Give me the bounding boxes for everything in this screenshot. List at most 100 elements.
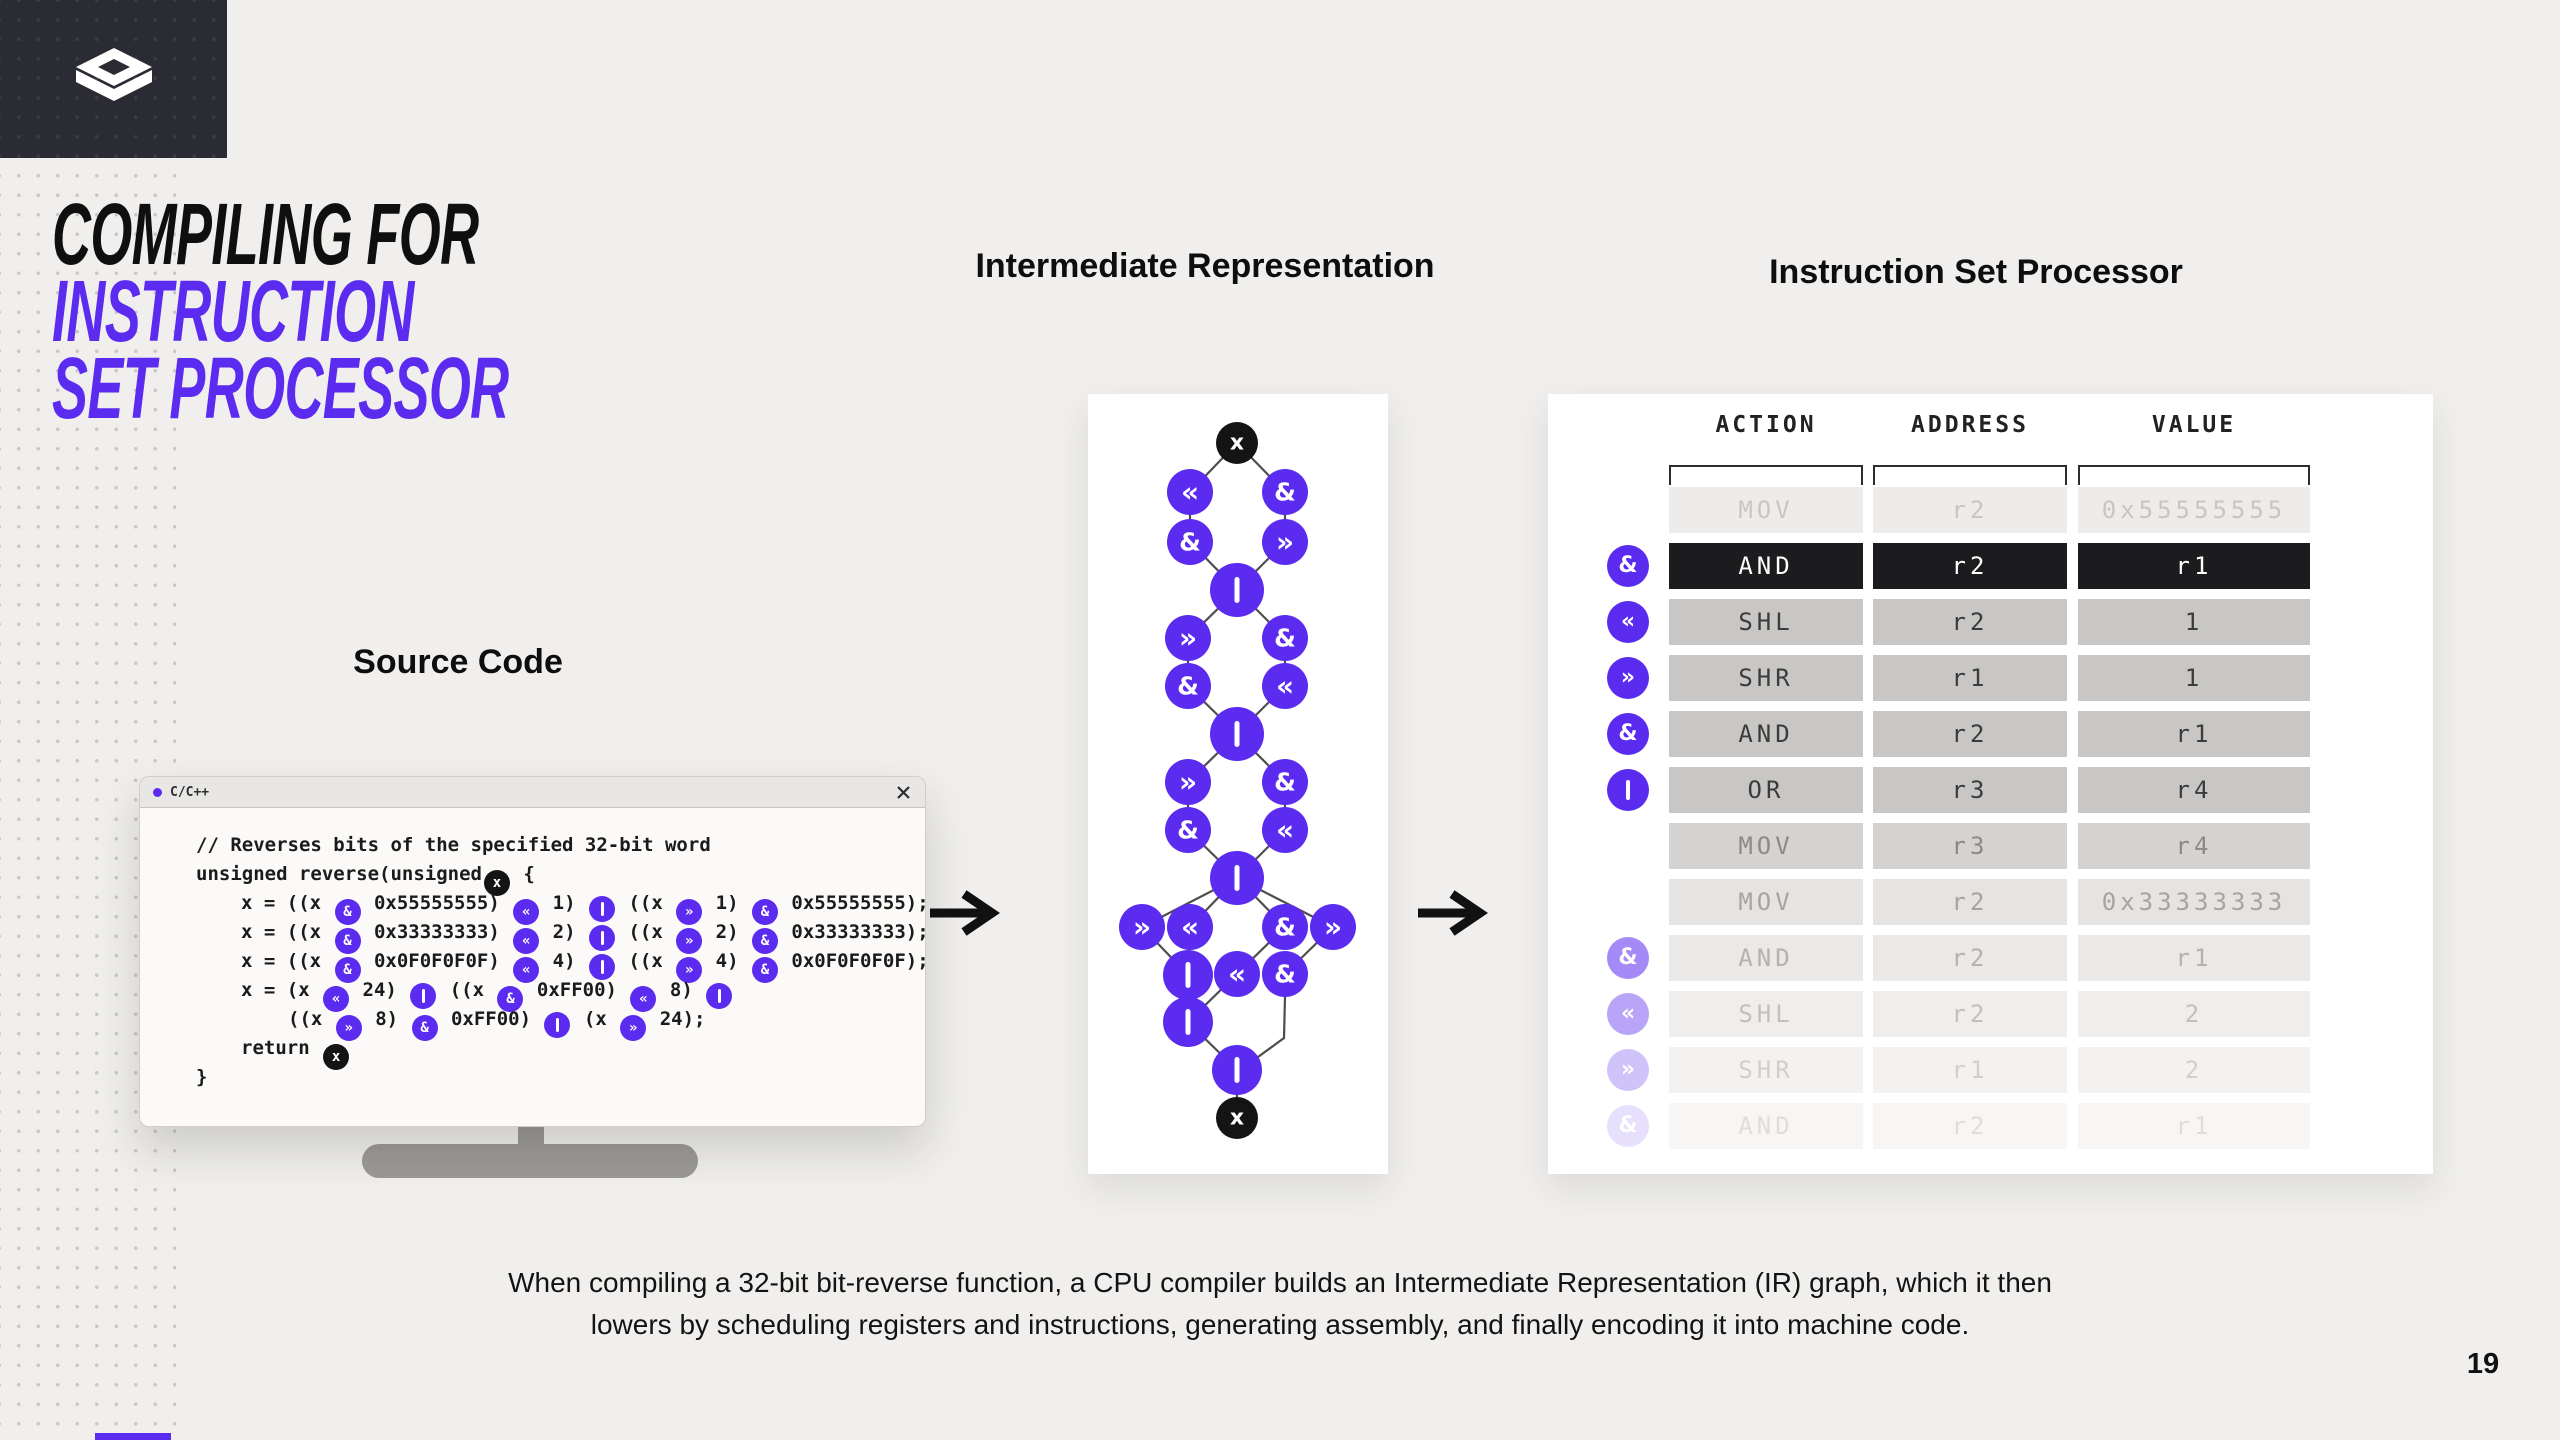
window-titlebar: C/C++ <box>140 777 925 808</box>
graph-node-label <box>1234 1057 1240 1083</box>
action-cell: OR <box>1669 767 1863 813</box>
value-cell: r1 <box>2078 935 2310 981</box>
graph-node-label: & <box>1274 478 1296 507</box>
close-icon[interactable] <box>895 784 912 801</box>
value-cell: r4 <box>2078 823 2310 869</box>
row-operator-badge: & <box>1607 545 1649 587</box>
graph-node-operator <box>1262 519 1308 565</box>
operator-badge: » <box>676 957 703 983</box>
action-cell: MOV <box>1669 823 1863 869</box>
address-cell: r2 <box>1873 711 2067 757</box>
action-cell: SHL <box>1669 991 1863 1037</box>
address-cell: r2 <box>1873 935 2067 981</box>
isp-heading: Instruction Set Processor <box>1769 253 2183 291</box>
operator-badge: & <box>751 957 778 983</box>
graph-node-variable <box>1216 422 1258 464</box>
code-text: x = ((x <box>241 950 333 972</box>
code-text: ((x <box>438 979 496 1001</box>
variable-badge: x <box>483 870 510 896</box>
code-editor-window: C/C++ // Reverses bits of the specified … <box>139 776 929 1127</box>
value-cell: r4 <box>2078 767 2310 813</box>
code-line: x = (x « 24) ((x & 0xFF00) « 8) <box>140 976 925 1012</box>
code-line: ((x » 8) & 0xFF00) (x » 24); <box>140 1005 925 1041</box>
graph-node-label: & <box>1177 816 1199 845</box>
row-operator-badge: & <box>1607 713 1649 755</box>
action-cell: AND <box>1669 1103 1863 1149</box>
code-text: ((x <box>617 892 675 914</box>
title-line-2: INSTRUCTION <box>52 263 414 360</box>
graph-node-operator <box>1262 615 1308 661</box>
title-line-3: SET PROCESSOR <box>52 340 509 437</box>
code-text: return <box>241 1037 322 1059</box>
graph-node-label <box>1234 577 1240 603</box>
value-cell: 2 <box>2078 991 2310 1037</box>
address-cell: r1 <box>1873 655 2067 701</box>
code-text: x = (x <box>241 979 322 1001</box>
address-cell: r3 <box>1873 823 2067 869</box>
code-text: x = ((x <box>241 921 333 943</box>
value-cell: r1 <box>2078 711 2310 757</box>
address-cell: r1 <box>1873 1047 2067 1093</box>
operator-badge <box>544 1012 571 1038</box>
operator-badge: » <box>620 1015 647 1041</box>
address-cell: r3 <box>1873 767 2067 813</box>
operator-badge: & <box>751 899 778 925</box>
graph-node-operator <box>1165 663 1211 709</box>
graph-node-label: » <box>1179 622 1197 655</box>
code-text: 0x33333333); <box>779 921 929 943</box>
code-text: ((x <box>617 950 675 972</box>
code-line: unsigned reverse(unsigned x { <box>140 860 925 896</box>
graph-node-label <box>1185 1009 1191 1035</box>
code-text: { <box>511 863 535 885</box>
operator-badge: » <box>335 1015 362 1041</box>
variable-badge: x <box>323 1044 350 1070</box>
graph-node-operator <box>1262 951 1308 997</box>
column-bracket <box>1669 465 1863 485</box>
column-header: ADDRESS <box>1911 412 2029 438</box>
row-operator-badge: » <box>1607 1049 1649 1091</box>
column-bracket <box>1873 465 2067 485</box>
code-line: // Reverses bits of the specified 32-bit… <box>140 831 925 860</box>
graph-node-label: & <box>1177 672 1199 701</box>
row-operator-badge: & <box>1607 937 1649 979</box>
code-text: 2) <box>704 921 750 943</box>
action-cell: SHR <box>1669 655 1863 701</box>
graph-node-label: & <box>1274 960 1296 989</box>
graph-edge <box>1246 995 1287 1066</box>
action-cell: SHL <box>1669 599 1863 645</box>
graph-node-label: « <box>1228 958 1246 991</box>
address-cell: r2 <box>1873 543 2067 589</box>
graph-node-label: « <box>1276 814 1294 847</box>
title-line-1: COMPILING FOR <box>52 186 479 283</box>
slide-title: COMPILING FOR INSTRUCTION SET PROCESSOR <box>52 186 788 437</box>
graph-node-operator <box>1262 807 1308 853</box>
operator-badge: » <box>676 928 703 954</box>
graph-node-label <box>1234 721 1240 747</box>
column-bracket <box>2078 465 2310 485</box>
value-cell: 0x33333333 <box>2078 879 2310 925</box>
monitor-stand-base <box>362 1144 698 1178</box>
graph-node-operator <box>1165 807 1211 853</box>
code-text: } <box>196 1066 208 1088</box>
address-cell: r2 <box>1873 1103 2067 1149</box>
code-line: x = ((x & 0x33333333) « 2) ((x » 2) & 0x… <box>140 918 929 954</box>
graph-node-label: & <box>1274 913 1296 942</box>
code-text: 0x55555555) <box>362 892 512 914</box>
caption-line-2: lowers by scheduling registers and instr… <box>590 1309 1970 1340</box>
graph-node-label: » <box>1179 766 1197 799</box>
graph-node-label: & <box>1274 624 1296 653</box>
window-title: C/C++ <box>170 784 210 800</box>
operator-badge <box>410 983 437 1009</box>
action-cell: MOV <box>1669 487 1863 533</box>
value-cell: r1 <box>2078 1103 2310 1149</box>
row-operator-badge: « <box>1607 601 1649 643</box>
code-text: x = ((x <box>241 892 333 914</box>
operator-badge: & <box>334 899 361 925</box>
code-text: 0xFF00) <box>439 1008 543 1030</box>
graph-node-operator <box>1262 904 1308 950</box>
graph-node-operator <box>1165 759 1211 805</box>
graph-node-operator <box>1119 904 1165 950</box>
flow-arrow-icon <box>1418 890 1488 936</box>
operator-badge <box>706 983 733 1009</box>
graph-node-operator <box>1262 663 1308 709</box>
